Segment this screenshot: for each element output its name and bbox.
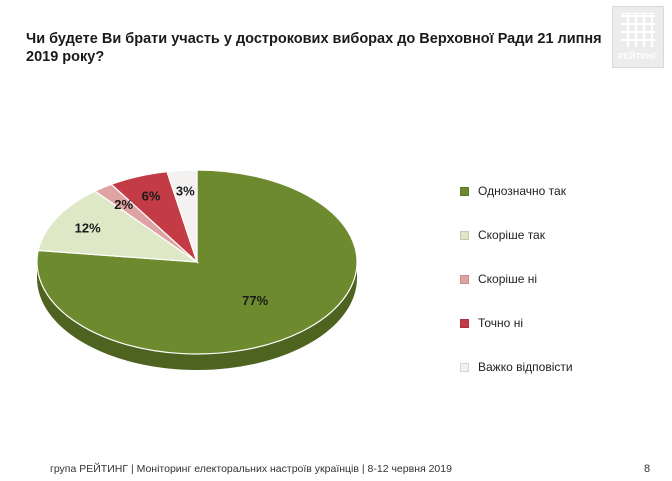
legend-item-1: Однозначно так (460, 184, 566, 198)
legend-item-2: Скоріше так (460, 228, 545, 242)
rating-logo: РЕЙТИНГ (612, 6, 664, 68)
data-label-5: 3% (176, 184, 195, 199)
legend-swatch (460, 274, 469, 284)
data-label-2: 12% (75, 220, 101, 235)
legend-swatch (460, 318, 469, 328)
legend-swatch (460, 230, 469, 240)
legend-label: Однозначно так (478, 184, 566, 198)
pie-top (36, 169, 358, 355)
legend-label: Скоріше так (478, 228, 545, 242)
legend-item-3: Скоріше ні (460, 272, 537, 286)
legend-label: Скоріше ні (478, 272, 537, 286)
pie-slice-2 (37, 190, 200, 263)
legend-item-4: Точно ні (460, 316, 523, 330)
legend-label: Важко відповісти (478, 360, 573, 374)
legend-item-5: Важко відповісти (460, 360, 573, 374)
legend-swatch (460, 186, 469, 196)
pie-slice-5 (166, 169, 198, 263)
data-label-4: 6% (142, 188, 161, 203)
footer-source: група РЕЙТИНГ | Моніторинг електоральних… (50, 463, 452, 475)
pie-data-labels: 77% 12% 2% 6% 3% (75, 184, 269, 308)
logo-grid-icon (621, 13, 655, 47)
data-label-1: 77% (242, 293, 268, 308)
logo-text: РЕЙТИНГ (618, 52, 658, 61)
chart-title: Чи будете Ви брати участь у дострокових … (26, 31, 602, 65)
data-label-3: 2% (114, 197, 133, 212)
legend-label: Точно ні (478, 316, 523, 330)
legend-swatch (460, 362, 469, 372)
page-number: 8 (644, 463, 651, 475)
pie-side-1 (37, 262, 357, 370)
pie-depth (37, 262, 357, 370)
